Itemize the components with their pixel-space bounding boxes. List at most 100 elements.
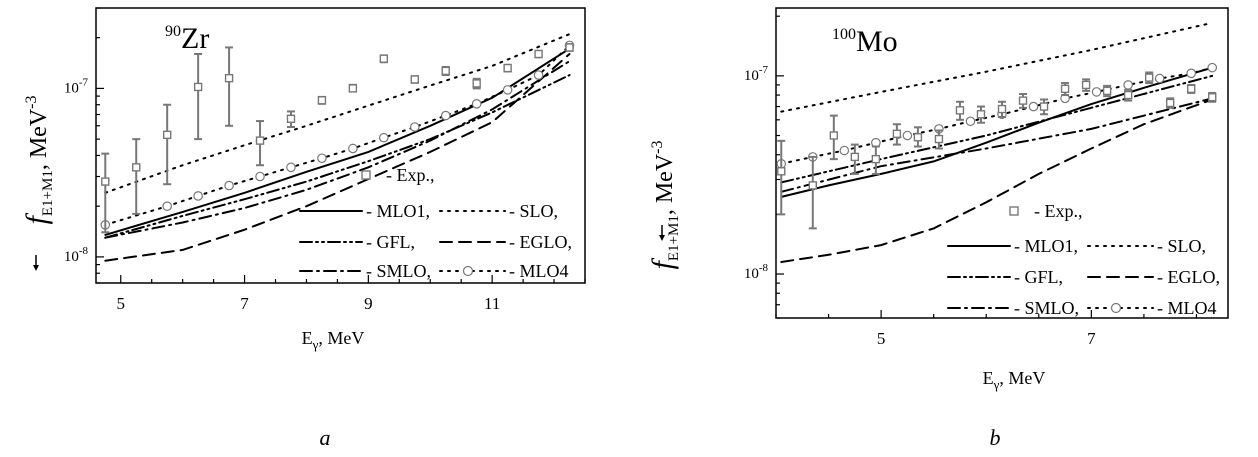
exp-point — [976, 105, 986, 124]
point-MLO4 — [255, 171, 265, 182]
x-tick-label: 9 — [364, 294, 373, 313]
series-MLO1 — [104, 47, 571, 236]
exp-point — [1208, 91, 1217, 103]
series-GFL — [780, 74, 1214, 184]
point-MLO4 — [1154, 73, 1165, 84]
exp-marker — [997, 104, 1007, 114]
series-EGLO — [104, 53, 571, 262]
exp-point — [379, 54, 389, 64]
legend-exp-marker — [1009, 206, 1019, 216]
y-axis: 10-8 10-7 — [744, 15, 784, 319]
exp-marker — [892, 129, 902, 139]
chart-title: 90Zr — [165, 22, 209, 55]
exp-marker — [1165, 98, 1175, 108]
exp-marker — [1060, 84, 1070, 94]
series-SMLO — [780, 97, 1214, 193]
series-SMLO — [104, 60, 571, 239]
panel-label: a — [320, 425, 331, 450]
point-MLO4 — [1186, 68, 1197, 79]
legend-label-MLO4: - MLO4 — [1157, 298, 1217, 318]
y-tick-label: 10-8 — [64, 245, 89, 265]
legend-label-MLO1: - MLO1, — [366, 201, 430, 221]
point-MLO4 — [1123, 80, 1133, 90]
exp-point — [1102, 84, 1112, 98]
plot-frame — [775, 7, 1229, 319]
x-tick-label: 5 — [877, 329, 886, 348]
exp-marker — [193, 82, 203, 92]
legend-label-exp: - Exp., — [1034, 201, 1083, 221]
y-axis-label: fE1+M1, MeV-3 — [646, 141, 682, 270]
plot-frame — [95, 7, 586, 284]
exp-point — [255, 120, 265, 167]
exp-marker — [850, 152, 860, 162]
exp-point — [193, 53, 203, 141]
legend-marker-MLO4 — [462, 265, 474, 277]
exp-point — [132, 138, 141, 215]
exp-marker — [379, 54, 389, 63]
series-MLO4 — [104, 44, 571, 226]
legend-marker-MLO4 — [1110, 302, 1122, 314]
legend-label-EGLO: - EGLO, — [1157, 267, 1220, 287]
exp-marker — [777, 167, 786, 176]
x-tick-label: 11 — [484, 294, 500, 313]
exp-point — [1187, 83, 1196, 94]
exp-marker — [132, 163, 141, 172]
exp-point — [503, 63, 512, 73]
exp-marker — [1208, 93, 1217, 102]
point-MLO4 — [409, 122, 420, 132]
x-tick-label: 7 — [1087, 329, 1096, 348]
exp-marker — [286, 114, 296, 124]
exp-marker — [162, 130, 172, 140]
exp-point — [892, 123, 902, 146]
exp-point — [1060, 82, 1070, 97]
exp-marker — [255, 136, 265, 145]
exp-point — [808, 155, 817, 230]
point-MLO4 — [286, 162, 296, 173]
exp-marker — [224, 73, 234, 83]
x-axis-label: Eγ, MeV — [983, 368, 1046, 392]
point-MLO4 — [1028, 101, 1039, 112]
exp-marker — [1187, 84, 1196, 94]
exp-point — [1018, 92, 1028, 109]
legend-label-SMLO: - SMLO, — [366, 261, 431, 281]
exp-point — [472, 77, 481, 90]
point-MLO4 — [965, 116, 976, 127]
legend: - Exp., - MLO1, - SLO, - GFL, - EGLO, - SMLO,… — [299, 165, 572, 281]
exp-marker — [1102, 86, 1112, 96]
y-arrow-head — [659, 235, 665, 241]
legend-label-exp: - Exp., — [386, 165, 435, 185]
exp-point — [934, 129, 944, 150]
exp-point — [913, 126, 923, 148]
exp-point — [955, 100, 965, 121]
exp-point — [1144, 71, 1154, 85]
point-MLO4 — [379, 132, 389, 143]
series-MLO1 — [780, 66, 1214, 198]
exp-point — [410, 75, 419, 84]
legend-exp-marker — [361, 170, 371, 180]
x-tick-label: 5 — [117, 294, 126, 313]
chart-panel-a: 5 7 9 11 10-8 10-7 90Zr Eγ, MeV fE1+M1, MeV-3 - E… — [20, 7, 586, 450]
exp-point — [224, 46, 234, 127]
exp-marker — [348, 84, 358, 93]
exp-marker — [441, 66, 450, 76]
point-MLO4 — [533, 70, 544, 80]
exp-marker — [410, 75, 419, 84]
point-MLO4 — [1091, 87, 1102, 97]
point-MLO4 — [348, 143, 358, 154]
exp-marker — [101, 177, 110, 186]
point-MLO4 — [440, 110, 451, 121]
exp-point — [1039, 98, 1049, 116]
point-MLO4 — [224, 180, 234, 191]
point-MLO4 — [471, 99, 482, 109]
exp-point — [534, 49, 543, 59]
point-MLO4 — [1207, 62, 1218, 73]
point-MLO4 — [193, 191, 203, 201]
panel-label: b — [990, 425, 1001, 450]
y-axis-label-text: fE1+M1, MeV-3 — [646, 141, 682, 270]
exp-point — [1081, 78, 1091, 92]
series-GFL — [104, 74, 571, 239]
legend-label-SLO: - SLO, — [1157, 236, 1206, 256]
exp-marker — [472, 79, 481, 88]
exp-point — [162, 103, 172, 186]
